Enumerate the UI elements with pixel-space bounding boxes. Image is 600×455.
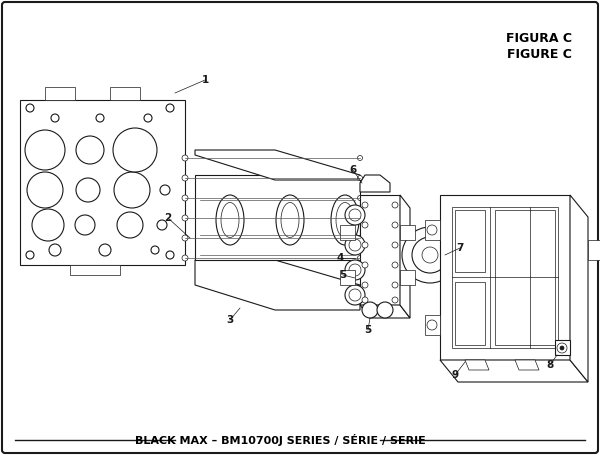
Circle shape xyxy=(557,343,567,353)
Circle shape xyxy=(166,104,174,112)
Polygon shape xyxy=(20,100,185,265)
Polygon shape xyxy=(195,260,360,310)
Circle shape xyxy=(362,202,368,208)
Polygon shape xyxy=(452,207,558,348)
Circle shape xyxy=(427,320,437,330)
Polygon shape xyxy=(515,360,539,370)
Circle shape xyxy=(349,239,361,251)
Ellipse shape xyxy=(221,202,239,238)
Ellipse shape xyxy=(276,195,304,245)
Circle shape xyxy=(392,262,398,268)
Polygon shape xyxy=(70,265,120,275)
Circle shape xyxy=(392,297,398,303)
Circle shape xyxy=(345,205,365,225)
Polygon shape xyxy=(495,210,555,345)
Polygon shape xyxy=(440,195,570,360)
Circle shape xyxy=(144,114,152,122)
Circle shape xyxy=(427,225,437,235)
Text: 8: 8 xyxy=(547,360,554,370)
Circle shape xyxy=(402,227,458,283)
Polygon shape xyxy=(340,225,355,240)
Ellipse shape xyxy=(281,202,299,238)
Circle shape xyxy=(362,297,368,303)
Text: 5: 5 xyxy=(340,270,347,280)
Circle shape xyxy=(76,178,100,202)
Polygon shape xyxy=(360,175,390,192)
Circle shape xyxy=(392,202,398,208)
Circle shape xyxy=(182,215,188,221)
Text: 4: 4 xyxy=(337,253,344,263)
Circle shape xyxy=(358,156,362,161)
Circle shape xyxy=(157,220,167,230)
Circle shape xyxy=(362,282,368,288)
Circle shape xyxy=(422,247,438,263)
Polygon shape xyxy=(555,340,570,355)
Circle shape xyxy=(76,136,104,164)
Circle shape xyxy=(345,285,365,305)
Circle shape xyxy=(560,346,564,350)
Text: 3: 3 xyxy=(226,315,233,325)
Polygon shape xyxy=(425,315,440,335)
Polygon shape xyxy=(400,195,410,318)
Circle shape xyxy=(114,172,150,208)
Circle shape xyxy=(392,282,398,288)
Circle shape xyxy=(75,215,95,235)
Circle shape xyxy=(25,130,65,170)
Polygon shape xyxy=(455,282,485,345)
Polygon shape xyxy=(425,220,440,240)
Circle shape xyxy=(182,155,188,161)
Polygon shape xyxy=(588,240,600,260)
Circle shape xyxy=(26,104,34,112)
Circle shape xyxy=(362,262,368,268)
Text: 9: 9 xyxy=(451,370,458,380)
Circle shape xyxy=(377,302,393,318)
Polygon shape xyxy=(400,225,415,240)
Text: 5: 5 xyxy=(364,325,371,335)
Circle shape xyxy=(358,216,362,221)
Text: 2: 2 xyxy=(164,213,172,223)
Circle shape xyxy=(362,242,368,248)
Polygon shape xyxy=(360,195,400,305)
Circle shape xyxy=(349,209,361,221)
Text: FIGURA C: FIGURA C xyxy=(506,31,572,45)
Polygon shape xyxy=(195,150,360,180)
Circle shape xyxy=(99,244,111,256)
Polygon shape xyxy=(340,270,355,285)
Circle shape xyxy=(182,255,188,261)
Circle shape xyxy=(349,289,361,301)
Circle shape xyxy=(182,195,188,201)
Circle shape xyxy=(51,114,59,122)
Circle shape xyxy=(349,264,361,276)
Ellipse shape xyxy=(216,195,244,245)
Circle shape xyxy=(182,175,188,181)
Circle shape xyxy=(392,222,398,228)
Circle shape xyxy=(362,302,378,318)
Text: 6: 6 xyxy=(349,165,356,175)
Circle shape xyxy=(358,236,362,241)
Polygon shape xyxy=(195,175,360,260)
Text: BLACK MAX – BM10700J SERIES / SÉRIE / SERIE: BLACK MAX – BM10700J SERIES / SÉRIE / SE… xyxy=(134,434,425,446)
Circle shape xyxy=(166,251,174,259)
Circle shape xyxy=(392,242,398,248)
Circle shape xyxy=(27,172,63,208)
Polygon shape xyxy=(455,210,485,272)
Circle shape xyxy=(358,256,362,261)
Circle shape xyxy=(96,114,104,122)
Ellipse shape xyxy=(336,202,354,238)
Polygon shape xyxy=(400,270,415,285)
Circle shape xyxy=(358,196,362,201)
Text: FIGURE C: FIGURE C xyxy=(507,49,572,61)
Text: 1: 1 xyxy=(202,75,209,85)
Circle shape xyxy=(345,260,365,280)
Circle shape xyxy=(26,251,34,259)
Circle shape xyxy=(358,176,362,181)
Polygon shape xyxy=(465,360,489,370)
Circle shape xyxy=(49,244,61,256)
Circle shape xyxy=(117,212,143,238)
Polygon shape xyxy=(110,87,140,100)
Polygon shape xyxy=(360,305,410,318)
Circle shape xyxy=(160,185,170,195)
Polygon shape xyxy=(570,195,588,382)
Circle shape xyxy=(412,237,448,273)
